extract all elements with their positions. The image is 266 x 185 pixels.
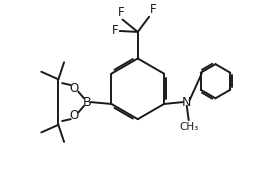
Text: O: O — [70, 109, 79, 122]
Text: F: F — [118, 6, 125, 19]
Text: CH₃: CH₃ — [179, 122, 198, 132]
Text: B: B — [82, 96, 91, 109]
Text: O: O — [70, 82, 79, 95]
Text: N: N — [182, 96, 192, 109]
Text: F: F — [112, 24, 119, 38]
Text: F: F — [150, 3, 157, 16]
